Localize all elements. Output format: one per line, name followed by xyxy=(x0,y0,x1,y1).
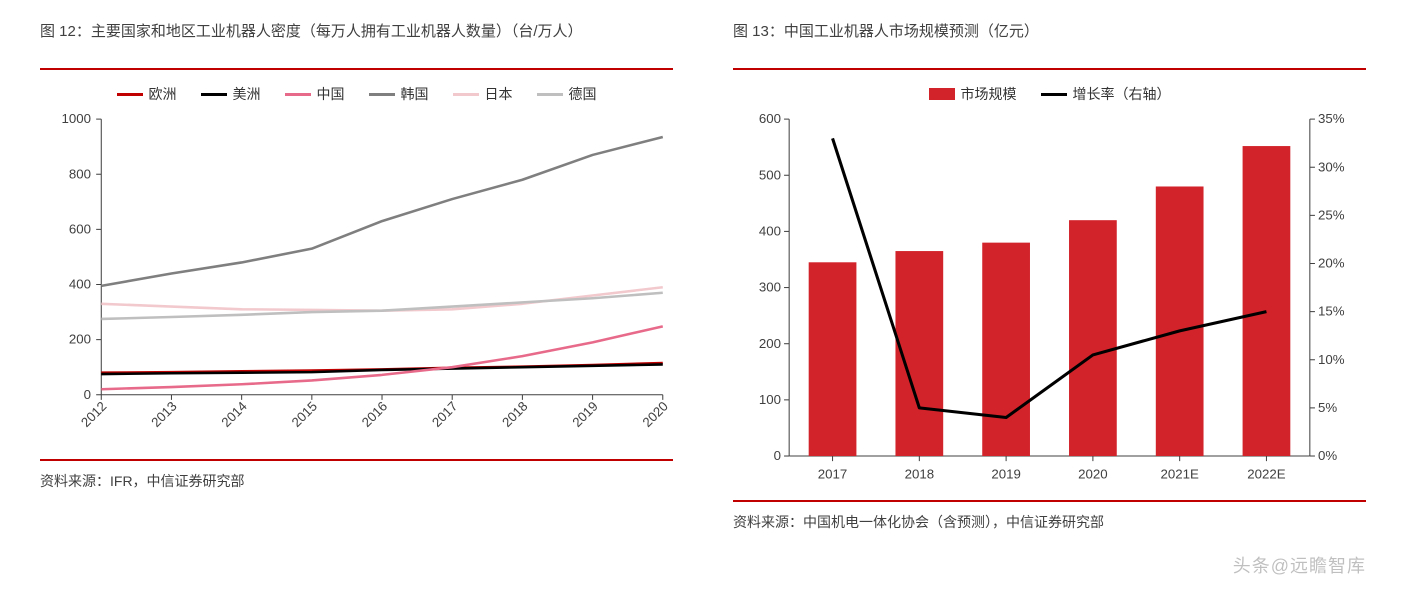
legend-item: 德国 xyxy=(537,84,597,104)
legend-swatch xyxy=(201,93,227,96)
svg-text:2018: 2018 xyxy=(499,399,530,430)
svg-text:0: 0 xyxy=(84,387,91,402)
chart-right-svg: 0 100 200 300 400 500 600 0% 5% 10% 15% 20% 25% 30% 35… xyxy=(733,114,1366,492)
svg-text:2022E: 2022E xyxy=(1247,466,1286,481)
chart-left-legend: 欧洲 美洲 中国 韩国 日本 德国 xyxy=(40,84,673,104)
svg-text:2018: 2018 xyxy=(905,466,935,481)
chart-right-title: 图 13：中国工业机器人市场规模预测（亿元） xyxy=(733,20,1366,62)
svg-text:2017: 2017 xyxy=(429,399,460,430)
chart-left-source: 资料来源：IFR，中信证券研究部 xyxy=(40,471,673,491)
svg-text:400: 400 xyxy=(69,277,91,292)
legend-label: 韩国 xyxy=(401,84,429,104)
legend-item: 美洲 xyxy=(201,84,261,104)
chart-right-legend: 市场规模 增长率（右轴） xyxy=(733,84,1366,104)
legend-swatch xyxy=(453,93,479,96)
svg-text:30%: 30% xyxy=(1318,159,1345,174)
svg-text:2013: 2013 xyxy=(148,399,179,430)
svg-text:2014: 2014 xyxy=(218,399,249,430)
legend-swatch xyxy=(285,93,311,96)
legend-label: 欧洲 xyxy=(149,84,177,104)
legend-item: 中国 xyxy=(285,84,345,104)
svg-text:400: 400 xyxy=(759,223,781,238)
watermark: 头条@远瞻智库 xyxy=(1233,552,1366,578)
svg-text:2012: 2012 xyxy=(78,399,109,430)
svg-text:0%: 0% xyxy=(1318,448,1337,463)
svg-text:100: 100 xyxy=(759,392,781,407)
legend-item: 日本 xyxy=(453,84,513,104)
svg-text:25%: 25% xyxy=(1318,207,1345,222)
chart-left: 图 12：主要国家和地区工业机器人密度（每万人拥有工业机器人数量）（台/万人） … xyxy=(40,20,673,532)
svg-text:2021E: 2021E xyxy=(1160,466,1199,481)
legend-label: 增长率（右轴） xyxy=(1073,84,1171,104)
svg-text:2020: 2020 xyxy=(1078,466,1108,481)
svg-text:500: 500 xyxy=(759,167,781,182)
svg-text:15%: 15% xyxy=(1318,304,1345,319)
legend-item: 市场规模 xyxy=(929,84,1017,104)
legend-item: 韩国 xyxy=(369,84,429,104)
svg-text:10%: 10% xyxy=(1318,352,1345,367)
legend-label: 美洲 xyxy=(233,84,261,104)
svg-text:5%: 5% xyxy=(1318,400,1337,415)
svg-text:600: 600 xyxy=(69,221,91,236)
svg-text:2019: 2019 xyxy=(569,399,600,430)
svg-text:2020: 2020 xyxy=(640,399,671,430)
svg-text:200: 200 xyxy=(759,336,781,351)
svg-text:20%: 20% xyxy=(1318,256,1345,271)
svg-text:800: 800 xyxy=(69,166,91,181)
legend-swatch xyxy=(929,88,955,100)
chart-left-title-rule xyxy=(40,68,673,70)
svg-text:600: 600 xyxy=(759,114,781,126)
chart-left-title: 图 12：主要国家和地区工业机器人密度（每万人拥有工业机器人数量）（台/万人） xyxy=(40,20,673,62)
legend-item: 增长率（右轴） xyxy=(1041,84,1171,104)
legend-swatch xyxy=(1041,93,1067,96)
svg-text:35%: 35% xyxy=(1318,114,1345,126)
svg-text:200: 200 xyxy=(69,332,91,347)
chart-left-bottom-rule xyxy=(40,459,673,461)
legend-label: 德国 xyxy=(569,84,597,104)
svg-text:1000: 1000 xyxy=(62,114,92,126)
svg-text:2016: 2016 xyxy=(359,399,390,430)
svg-text:300: 300 xyxy=(759,280,781,295)
chart-left-svg: 0 200 400 600 800 1000 2012 2013 2014 2015 2016 201… xyxy=(40,114,673,451)
svg-text:2019: 2019 xyxy=(991,466,1021,481)
svg-text:0: 0 xyxy=(774,448,781,463)
svg-text:2017: 2017 xyxy=(818,466,848,481)
chart-right: 图 13：中国工业机器人市场规模预测（亿元） 市场规模 增长率（右轴） 0 100 2… xyxy=(733,20,1366,532)
chart-right-source: 资料来源：中国机电一体化协会（含预测），中信证券研究部 xyxy=(733,512,1366,532)
svg-text:2015: 2015 xyxy=(289,399,320,430)
legend-label: 日本 xyxy=(485,84,513,104)
chart-right-title-rule xyxy=(733,68,1366,70)
legend-item: 欧洲 xyxy=(117,84,177,104)
legend-swatch xyxy=(537,93,563,96)
legend-swatch xyxy=(117,93,143,96)
legend-label: 市场规模 xyxy=(961,84,1017,104)
chart-right-bottom-rule xyxy=(733,500,1366,502)
legend-label: 中国 xyxy=(317,84,345,104)
legend-swatch xyxy=(369,93,395,96)
